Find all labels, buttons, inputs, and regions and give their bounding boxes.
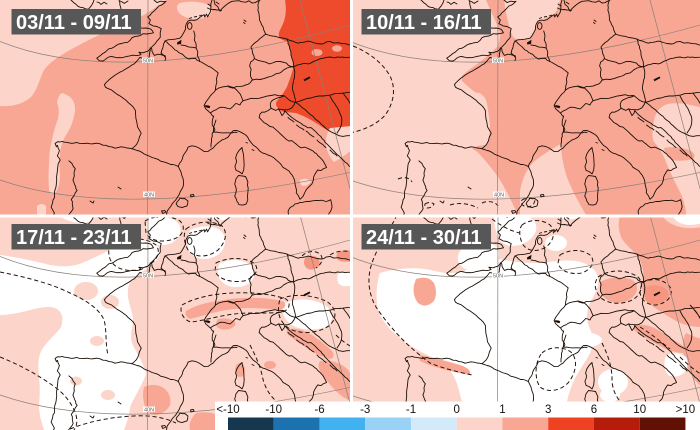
svg-text:-10: -10: [265, 404, 282, 416]
svg-text:10/11 - 16/11: 10/11 - 16/11: [366, 12, 482, 34]
svg-text:-3: -3: [360, 404, 370, 416]
svg-text:<-10: <-10: [216, 404, 239, 416]
svg-text:-1: -1: [406, 404, 416, 416]
svg-text:6: 6: [591, 404, 597, 416]
svg-text:50N: 50N: [143, 58, 153, 64]
svg-text:50N: 50N: [143, 273, 153, 279]
svg-text:0: 0: [453, 404, 459, 416]
svg-text:1: 1: [499, 404, 505, 416]
svg-text:17/11 - 23/11: 17/11 - 23/11: [16, 227, 132, 249]
svg-text:10: 10: [633, 404, 646, 416]
svg-text:24/11 - 30/11: 24/11 - 30/11: [366, 227, 482, 249]
svg-text:40N: 40N: [144, 407, 154, 413]
svg-text:>10: >10: [676, 404, 696, 416]
svg-text:3: 3: [545, 404, 551, 416]
svg-text:03/11 - 09/11: 03/11 - 09/11: [16, 12, 132, 34]
svg-text:40N: 40N: [144, 192, 154, 198]
svg-text:-6: -6: [314, 404, 324, 416]
svg-text:40N: 40N: [494, 192, 504, 198]
svg-text:50N: 50N: [493, 58, 503, 64]
svg-text:50N: 50N: [493, 273, 503, 279]
